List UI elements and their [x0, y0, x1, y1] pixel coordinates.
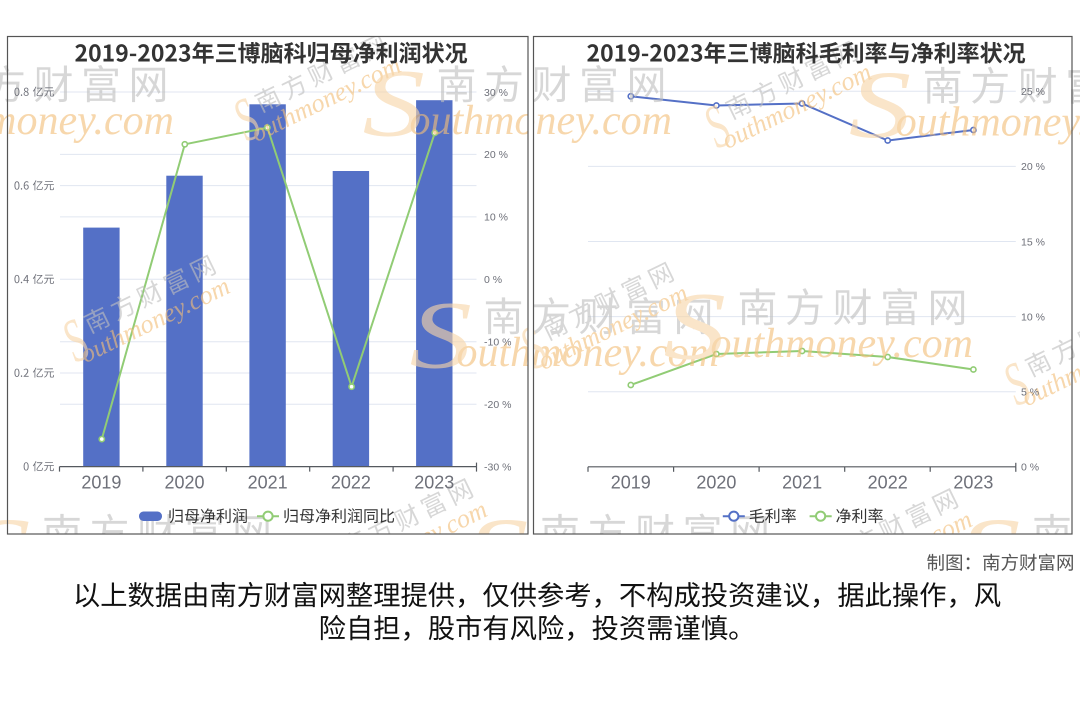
svg-text:-20 %: -20 %: [484, 399, 511, 411]
svg-text:2021: 2021: [248, 473, 288, 493]
svg-text:-10 %: -10 %: [484, 337, 511, 349]
svg-text:25 %: 25 %: [1021, 86, 1045, 98]
svg-text:2021: 2021: [782, 473, 822, 493]
svg-text:2023: 2023: [414, 473, 454, 493]
svg-text:-30 %: -30 %: [484, 461, 511, 473]
svg-text:10 %: 10 %: [484, 212, 508, 224]
svg-text:20 %: 20 %: [484, 149, 508, 161]
svg-text:15 %: 15 %: [1021, 236, 1045, 248]
svg-text:2023: 2023: [953, 473, 993, 493]
svg-text:2020: 2020: [696, 473, 736, 493]
svg-text:2022: 2022: [331, 473, 371, 493]
svg-text:5 %: 5 %: [1021, 387, 1039, 399]
svg-text:30 %: 30 %: [484, 87, 508, 99]
svg-text:0 %: 0 %: [1021, 462, 1039, 474]
svg-text:10 %: 10 %: [1021, 311, 1045, 323]
svg-text:2019: 2019: [611, 473, 651, 493]
svg-text:2022: 2022: [868, 473, 908, 493]
svg-text:20 %: 20 %: [1021, 161, 1045, 173]
svg-text:2020: 2020: [164, 473, 204, 493]
svg-text:2019: 2019: [81, 473, 121, 493]
svg-text:0 %: 0 %: [484, 274, 502, 286]
